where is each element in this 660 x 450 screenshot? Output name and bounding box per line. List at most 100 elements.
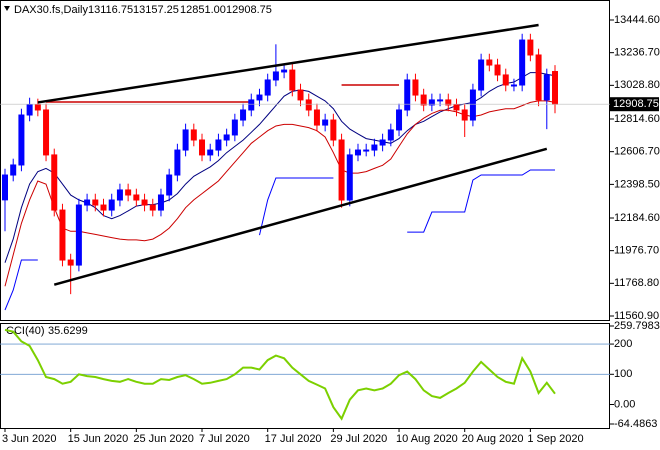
candle-body: [51, 154, 58, 211]
x-tick-label: 25 Jun 2020: [133, 433, 194, 445]
candle-body: [363, 149, 370, 152]
candle-body: [157, 194, 164, 211]
cci-value: 35.6299: [48, 325, 88, 337]
candle-body: [494, 64, 501, 76]
y-tick-label: 13444.60: [614, 14, 660, 26]
candle-body: [510, 84, 517, 87]
y-tick-label: 12398.50: [614, 178, 660, 190]
header-low: 12851.00: [180, 4, 226, 16]
candle-body: [527, 39, 534, 56]
candle-body: [519, 39, 526, 86]
y-tick-label: 13236.70: [614, 47, 660, 59]
y-tick-label: 12814.60: [614, 113, 660, 125]
candle-body: [486, 59, 493, 66]
y-tick-label: -64.4863: [614, 418, 657, 430]
candle-body: [199, 139, 206, 156]
candle-body: [92, 199, 99, 206]
y-tick-label: 12184.60: [614, 212, 660, 224]
candle-body: [297, 89, 304, 101]
candle-body: [133, 194, 140, 201]
y-tick-label: 0.00: [614, 398, 635, 410]
candle-body: [67, 259, 74, 266]
candle-body: [108, 199, 115, 211]
candle-body: [281, 69, 288, 73]
header-icon: [4, 6, 10, 11]
x-tick-label: 15 Jun 2020: [68, 433, 129, 445]
candle-body: [461, 109, 468, 121]
candle-body: [207, 149, 214, 156]
candle-body: [256, 94, 263, 101]
candle-body: [100, 204, 107, 211]
candle-body: [10, 164, 17, 176]
candle-body: [166, 174, 173, 196]
candle-body: [330, 119, 337, 141]
y-tick-label: 200: [614, 338, 632, 350]
candle-body: [420, 94, 427, 106]
candle-body: [437, 99, 444, 102]
candle-body: [141, 199, 148, 206]
candle-body: [84, 199, 91, 206]
candle-body: [371, 144, 378, 151]
trendline: [37, 23, 539, 104]
candle-body: [289, 69, 296, 91]
trendline: [53, 147, 548, 286]
candle-body: [412, 79, 419, 96]
x-tick-label: 17 Jul 2020: [265, 433, 322, 445]
candle-body: [116, 189, 123, 201]
y-tick-label: 11768.80: [614, 277, 659, 289]
indicator-line: [4, 169, 555, 311]
candle-body: [182, 129, 189, 151]
header-close: 12908.75: [226, 4, 272, 16]
candle-body: [231, 119, 238, 136]
candle-body: [313, 109, 320, 126]
candle-body: [396, 109, 403, 131]
candle-body: [272, 71, 279, 81]
candle-body: [174, 149, 181, 176]
candle-body: [428, 99, 435, 106]
x-tick-label: 20 Aug 2020: [462, 433, 524, 445]
candle-body: [75, 204, 82, 266]
candle-body: [248, 99, 255, 111]
y-tick-label: 12606.70: [614, 146, 660, 158]
candle-body: [469, 89, 476, 121]
candle-body: [264, 79, 271, 96]
candle-body: [338, 139, 345, 201]
candle-body: [34, 104, 41, 111]
y-tick-label: 13028.80: [614, 79, 660, 91]
candle-body: [59, 209, 66, 261]
y-tick-label: 11560.90: [614, 310, 659, 322]
candle-body: [2, 174, 8, 201]
candle-body: [478, 59, 485, 91]
candle-body: [322, 119, 329, 126]
y-tick-label: 100: [614, 368, 632, 380]
x-tick-label: 3 Jun 2020: [2, 433, 56, 445]
candle-body: [535, 54, 542, 101]
header-high: 13157.25: [133, 4, 179, 16]
y-tick-label: 259.7983: [614, 320, 660, 332]
header-open: 13116.75: [88, 4, 133, 16]
candle-body: [404, 79, 411, 111]
candle-body: [125, 189, 132, 196]
candle-body: [26, 104, 33, 116]
candle-body: [190, 129, 197, 141]
candle-body: [387, 129, 394, 141]
x-tick-label: 1 Sep 2020: [527, 433, 583, 445]
candle-body: [354, 149, 361, 156]
candle-body: [543, 74, 550, 101]
price-box: [610, 97, 659, 112]
price-label: 12908.75: [613, 98, 659, 110]
candle-body: [453, 104, 460, 111]
chart-title: DAX30.fs,Daily: [14, 4, 88, 16]
candle-body: [240, 109, 247, 121]
x-tick-label: 7 Jul 2020: [199, 433, 250, 445]
candle-body: [18, 114, 25, 166]
candle-body: [346, 154, 353, 201]
candle-body: [379, 139, 386, 146]
x-tick-label: 29 Jul 2020: [330, 433, 387, 445]
candle-body: [215, 139, 222, 151]
x-tick-label: 10 Aug 2020: [396, 433, 458, 445]
candle-body: [502, 74, 509, 86]
y-tick-label: 11976.70: [614, 245, 659, 257]
